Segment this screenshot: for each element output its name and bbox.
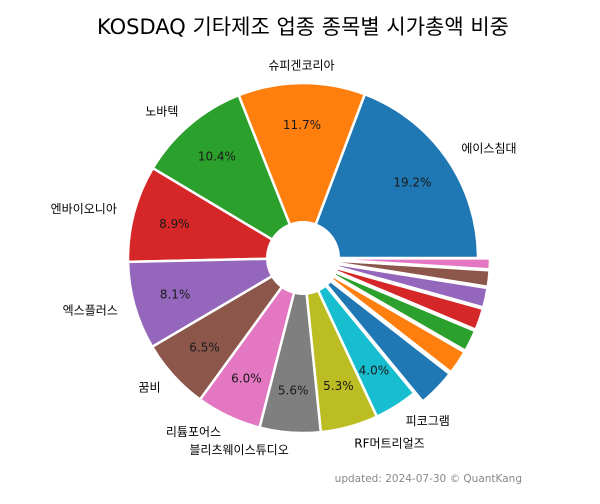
pie-slice-minor-14 [313,259,489,309]
category-label-에이스침대: 에이스침대 [461,142,516,156]
category-label-꿈비: 꿈비 [138,380,160,394]
value-label-엑스플러스: 8.1% [160,287,191,301]
pie-slice-슈피겐코리아 [237,81,367,260]
value-label-꿈비: 6.5% [189,340,220,354]
value-label-블리츠웨이스튜디오: 5.6% [278,384,309,398]
category-label-RF머트리얼즈: RF머트리얼즈 [354,437,424,451]
category-label-블리츠웨이스튜디오: 블리츠웨이스튜디오 [189,443,288,457]
category-label-슈피겐코리아: 슈피겐코리아 [268,59,334,73]
value-label-RF머트리얼즈: 5.3% [323,379,354,393]
category-label-엔바이오니아: 엔바이오니아 [51,202,117,216]
pie-slice-피코그램 [301,256,416,418]
value-label-에이스침대: 19.2% [393,175,431,189]
value-label-피코그램: 4.0% [359,364,390,378]
chart-title: KOSDAQ 기타제조 업종 종목별 시가총액 비중 [97,15,509,39]
pie-category-labels: 에이스침대 슈피겐코리아노바텍엔바이오니아엑스플러스꿈비리튬포어스블리츠웨이스튜디… [51,59,517,457]
category-label-엑스플러스: 엑스플러스 [63,304,118,318]
value-label-리튬포어스: 6.0% [231,371,262,385]
pie-slices [126,81,492,435]
pie-value-labels: 19.2% 11.7% 10.4% 8.9% 8.1% 6.5% 6.0% 5.6% 5.3% 4… [159,118,431,398]
pie-slice-엔바이오니아 [126,166,305,264]
pie-slice-minor-10 [310,265,451,403]
pie-slice-minor-11 [311,263,466,374]
pie-slice-minor-12 [312,262,477,352]
donut-hole [266,221,340,295]
category-label-피코그램: 피코그램 [406,414,450,428]
value-label-노바텍: 10.4% [198,150,236,164]
value-label-슈피겐코리아: 11.7% [283,118,321,132]
chart-footnote: updated: 2024-07-30 © QuantKang [335,473,522,485]
category-label-리튬포어스: 리튬포어스 [166,425,221,439]
pie-slice-minor-16 [313,257,492,271]
pie-slice-minor-13 [313,260,485,331]
pie-slice-에이스침대 [301,93,480,260]
category-label-노바텍: 노바텍 [145,104,178,118]
pie-slice-엑스플러스 [126,256,305,349]
value-label-엔바이오니아: 8.9% [159,217,190,231]
pie-slice-노바텍 [151,94,305,260]
